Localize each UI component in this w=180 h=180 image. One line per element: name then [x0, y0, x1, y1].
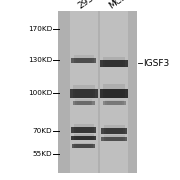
- FancyBboxPatch shape: [76, 136, 92, 140]
- FancyBboxPatch shape: [100, 11, 128, 173]
- Text: 70KD: 70KD: [33, 129, 52, 134]
- Text: 130KD: 130KD: [28, 57, 52, 63]
- FancyBboxPatch shape: [73, 85, 95, 89]
- FancyBboxPatch shape: [75, 101, 92, 105]
- FancyBboxPatch shape: [103, 60, 125, 67]
- FancyBboxPatch shape: [105, 101, 124, 105]
- FancyBboxPatch shape: [73, 101, 94, 105]
- FancyBboxPatch shape: [74, 144, 93, 148]
- FancyBboxPatch shape: [101, 128, 127, 134]
- FancyBboxPatch shape: [105, 60, 123, 67]
- FancyBboxPatch shape: [107, 101, 122, 105]
- FancyBboxPatch shape: [105, 100, 124, 102]
- Text: 55KD: 55KD: [33, 151, 52, 157]
- FancyBboxPatch shape: [104, 128, 125, 134]
- FancyBboxPatch shape: [77, 101, 91, 105]
- FancyBboxPatch shape: [75, 99, 92, 101]
- FancyBboxPatch shape: [100, 89, 128, 98]
- FancyBboxPatch shape: [105, 89, 123, 98]
- FancyBboxPatch shape: [103, 89, 125, 98]
- FancyBboxPatch shape: [76, 58, 92, 63]
- FancyBboxPatch shape: [104, 125, 125, 128]
- Text: 293T: 293T: [77, 0, 100, 10]
- FancyBboxPatch shape: [106, 128, 123, 134]
- FancyBboxPatch shape: [74, 55, 94, 58]
- FancyBboxPatch shape: [100, 60, 128, 67]
- FancyBboxPatch shape: [103, 84, 125, 89]
- FancyBboxPatch shape: [101, 137, 127, 141]
- FancyBboxPatch shape: [106, 137, 123, 141]
- FancyBboxPatch shape: [74, 136, 94, 140]
- FancyBboxPatch shape: [70, 89, 98, 98]
- FancyBboxPatch shape: [58, 11, 137, 173]
- Text: IGSF3: IGSF3: [143, 59, 169, 68]
- FancyBboxPatch shape: [73, 89, 95, 98]
- FancyBboxPatch shape: [74, 58, 94, 63]
- FancyBboxPatch shape: [71, 58, 96, 63]
- FancyBboxPatch shape: [72, 144, 95, 148]
- Text: 170KD: 170KD: [28, 26, 52, 32]
- FancyBboxPatch shape: [70, 11, 98, 173]
- Text: 100KD: 100KD: [28, 90, 52, 96]
- FancyBboxPatch shape: [74, 127, 94, 133]
- FancyBboxPatch shape: [76, 127, 92, 133]
- FancyBboxPatch shape: [71, 136, 96, 140]
- FancyBboxPatch shape: [76, 144, 91, 148]
- FancyBboxPatch shape: [104, 137, 125, 141]
- FancyBboxPatch shape: [74, 143, 93, 145]
- FancyBboxPatch shape: [75, 89, 93, 98]
- FancyBboxPatch shape: [74, 134, 94, 136]
- Text: MCF7: MCF7: [107, 0, 133, 10]
- FancyBboxPatch shape: [74, 124, 94, 127]
- FancyBboxPatch shape: [103, 101, 126, 105]
- FancyBboxPatch shape: [71, 127, 96, 133]
- FancyBboxPatch shape: [103, 57, 125, 60]
- FancyBboxPatch shape: [104, 135, 125, 137]
